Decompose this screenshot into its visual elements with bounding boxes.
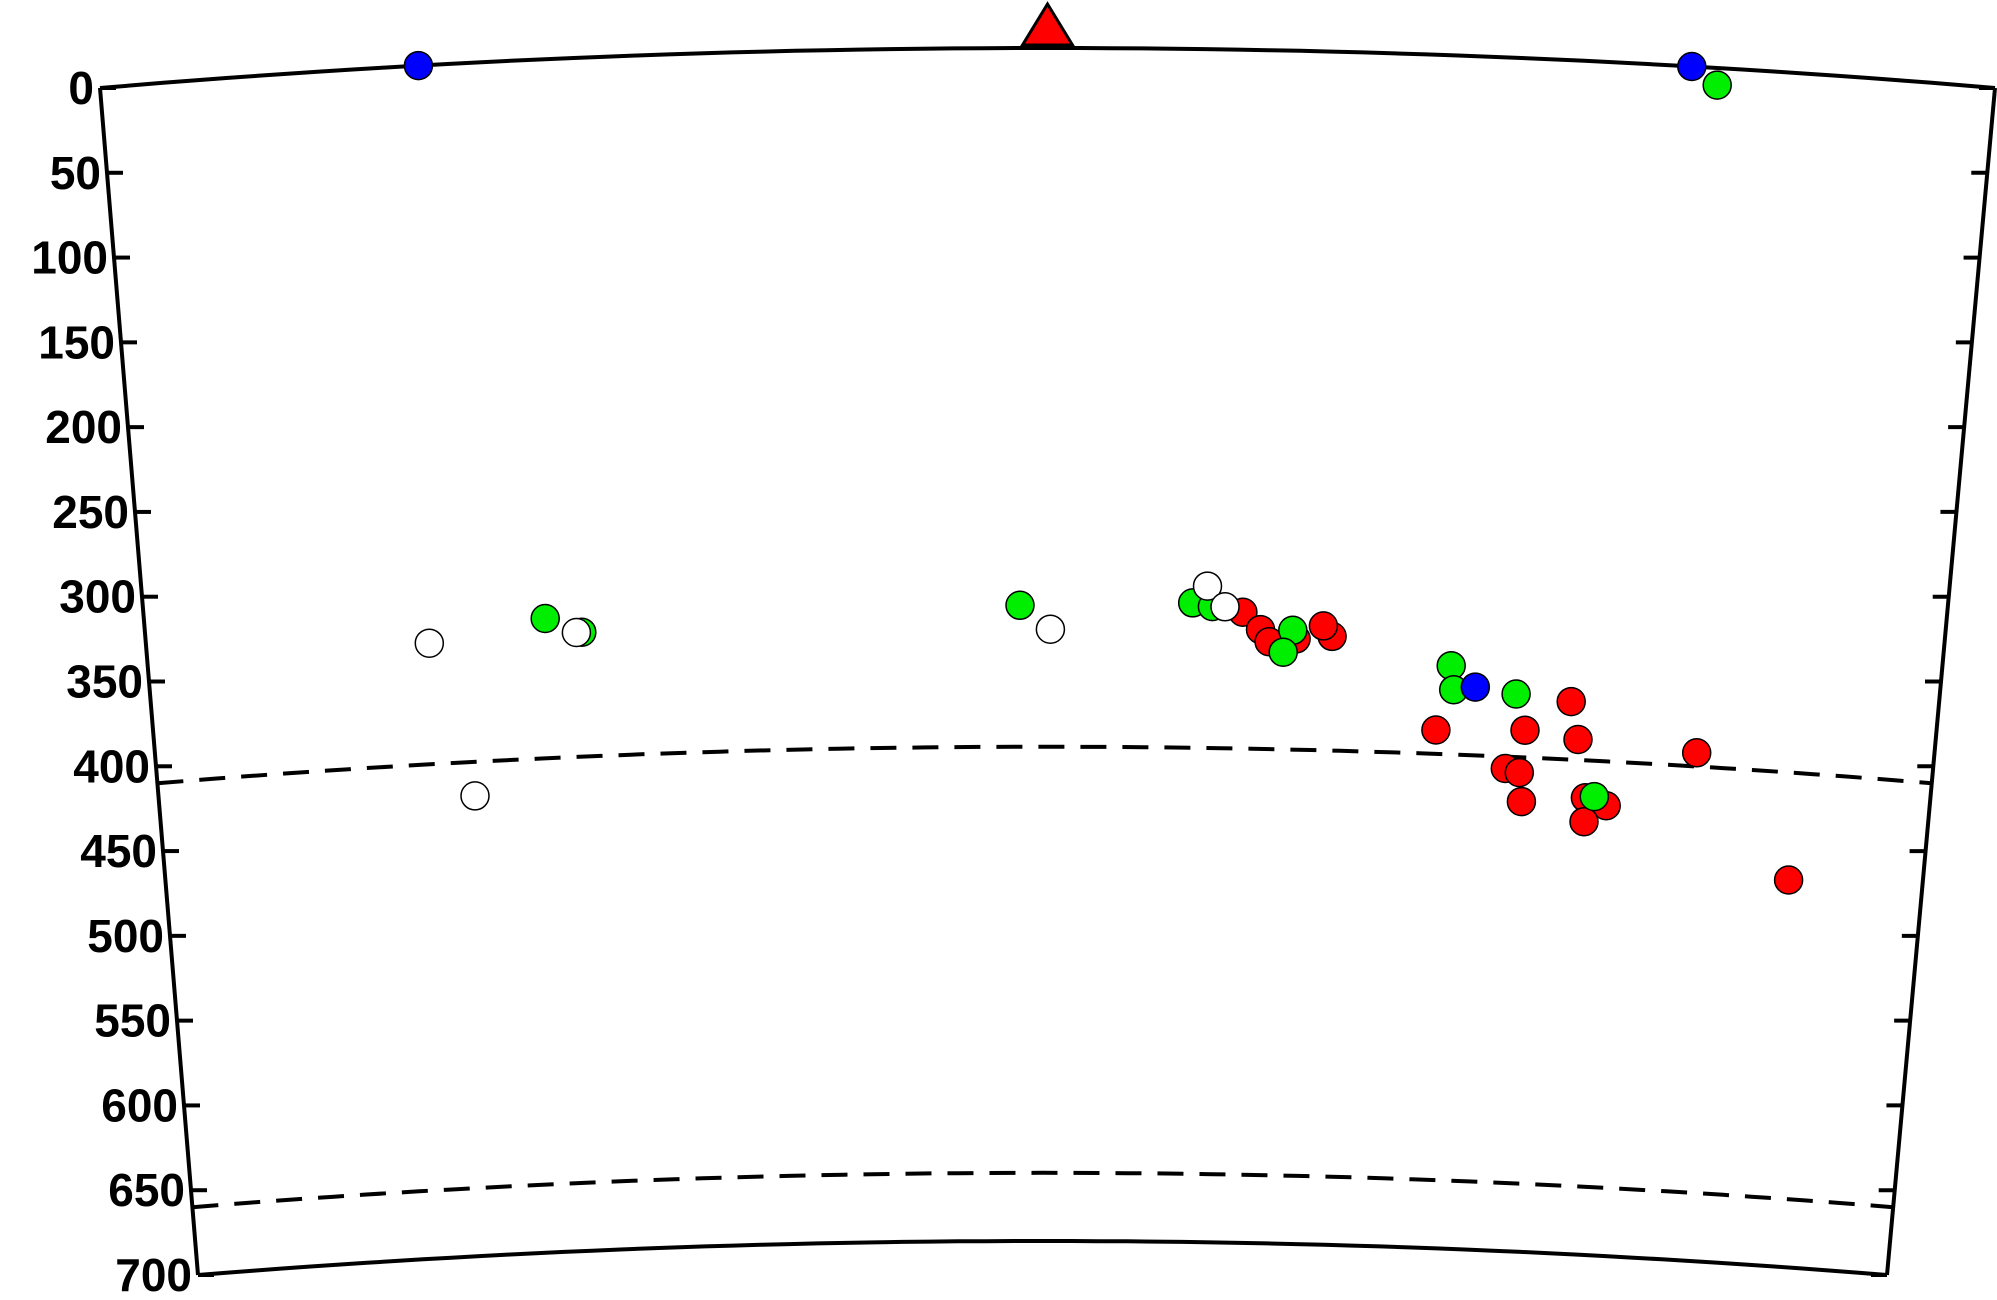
event-point-white	[1210, 592, 1240, 622]
discontinuity-line-410	[157, 744, 1932, 786]
event-point-red	[1510, 715, 1540, 745]
event-point-green	[1005, 590, 1035, 621]
y-tick-label: 100	[31, 232, 108, 284]
event-point-white	[1192, 571, 1223, 601]
y-tick-label: 500	[87, 910, 164, 962]
event-point-red	[1569, 806, 1599, 837]
event-point-red	[1681, 738, 1712, 768]
event-point-green	[1702, 70, 1732, 100]
discontinuity-lines	[157, 744, 1932, 1210]
event-point-red	[1421, 715, 1451, 745]
event-points	[403, 50, 1804, 895]
y-tick-label: 600	[101, 1079, 178, 1131]
y-tick-label: 200	[45, 401, 122, 453]
bottom-boundary	[197, 1239, 1888, 1277]
y-tick-label: 650	[108, 1164, 185, 1216]
event-point-green	[530, 603, 560, 634]
event-point-red	[1563, 724, 1593, 755]
event-point-green	[1268, 637, 1298, 667]
event-point-red	[1556, 686, 1586, 717]
y-tick-label: 50	[50, 147, 101, 199]
event-point-blue	[403, 50, 434, 81]
event-point-red	[1308, 611, 1339, 641]
event-point-white	[414, 628, 445, 658]
y-tick-label: 550	[94, 995, 171, 1047]
station-triangle-marker	[1019, 1, 1076, 47]
event-point-red	[1506, 786, 1537, 817]
y-tick-label: 250	[52, 486, 129, 538]
event-point-white	[561, 617, 592, 648]
y-tick-label: 400	[73, 740, 150, 792]
y-tick-label: 150	[38, 316, 115, 368]
event-point-red	[1773, 865, 1804, 895]
event-point-green	[1579, 781, 1610, 812]
y-tick-label: 450	[80, 825, 157, 877]
y-axis: 0 50 100 150 200 250 300 350 400 450 500 550 600 650 7…	[31, 62, 1995, 1300]
y-tick-label: 0	[68, 62, 94, 114]
y-tick-label: 300	[59, 571, 136, 623]
event-point-red	[1504, 757, 1535, 788]
event-point-white	[1035, 614, 1066, 644]
event-point-green	[1501, 679, 1531, 709]
event-point-blue	[1677, 51, 1707, 82]
event-point-white	[460, 781, 490, 811]
y-tick-label: 700	[115, 1249, 192, 1300]
y-tick-label: 350	[66, 656, 143, 708]
discontinuity-line-660	[192, 1170, 1894, 1210]
event-point-blue	[1460, 672, 1491, 702]
chart-frame	[98, 46, 1997, 1277]
station-layer	[1019, 1, 1076, 47]
